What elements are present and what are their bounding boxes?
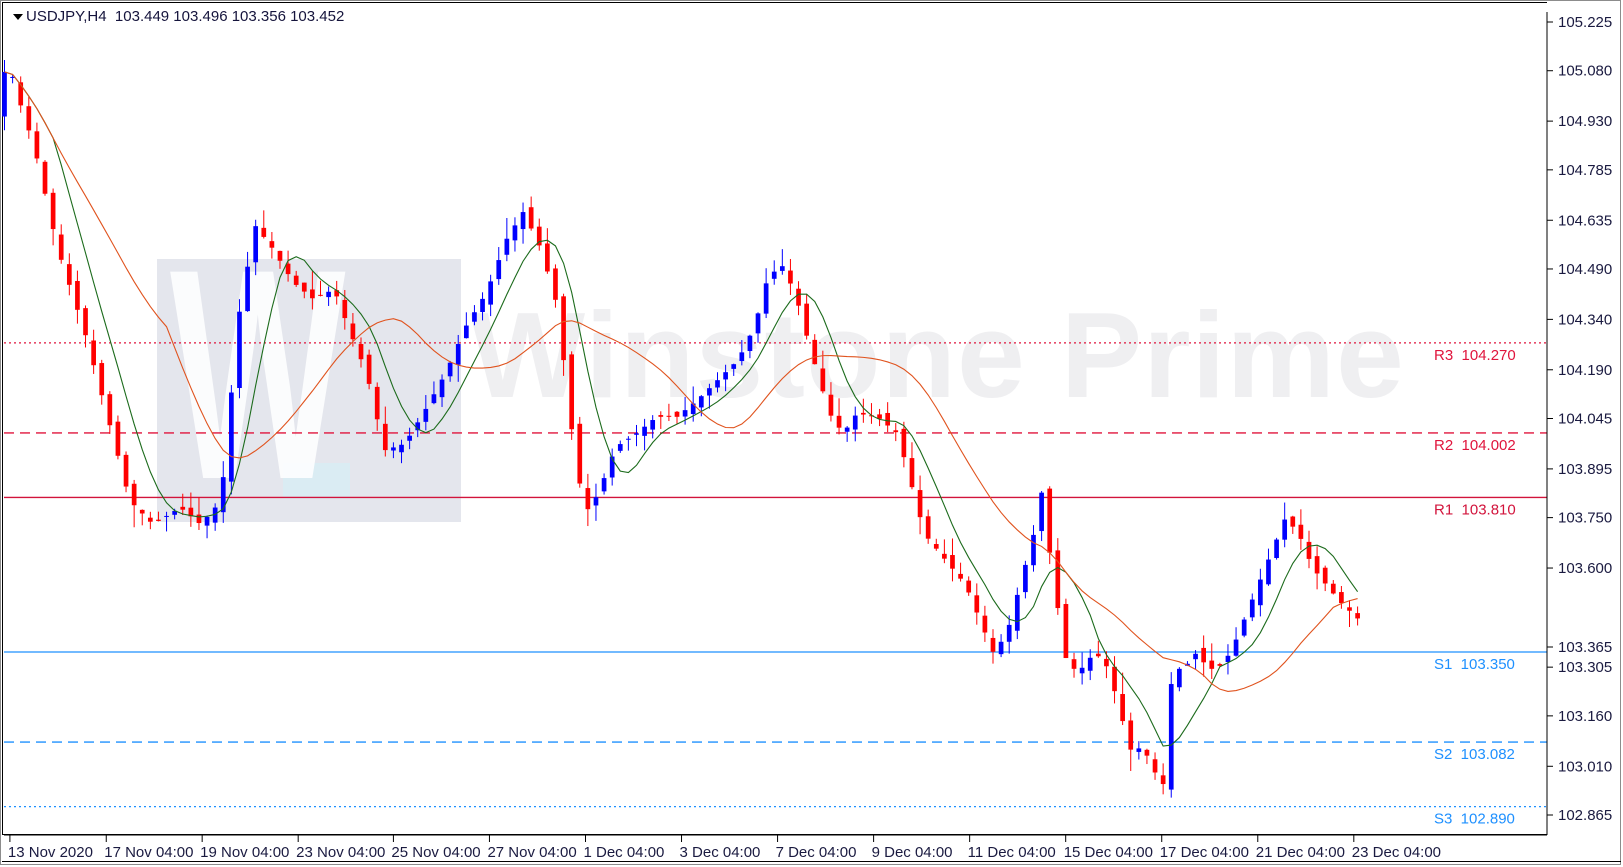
svg-text:3 Dec 04:00: 3 Dec 04:00 [680, 844, 761, 861]
svg-text:105.080: 105.080 [1558, 63, 1612, 80]
svg-text:13 Nov 2020: 13 Nov 2020 [8, 844, 93, 861]
svg-text:19 Nov 04:00: 19 Nov 04:00 [200, 844, 289, 861]
svg-text:R2 104.002: R2 104.002 [1434, 437, 1516, 454]
svg-text:102.865: 102.865 [1558, 807, 1612, 824]
svg-text:17 Dec 04:00: 17 Dec 04:00 [1160, 844, 1249, 861]
svg-text:R1 103.810: R1 103.810 [1434, 501, 1516, 518]
svg-text:103.750: 103.750 [1558, 510, 1612, 527]
svg-text:103.365: 103.365 [1558, 639, 1612, 656]
svg-text:S1 103.350: S1 103.350 [1434, 656, 1515, 673]
svg-text:21 Dec 04:00: 21 Dec 04:00 [1256, 844, 1345, 861]
svg-text:104.930: 104.930 [1558, 113, 1612, 130]
svg-text:9 Dec 04:00: 9 Dec 04:00 [872, 844, 953, 861]
svg-text:103.010: 103.010 [1558, 758, 1612, 775]
svg-text:104.490: 104.490 [1558, 261, 1612, 278]
svg-text:23 Dec 04:00: 23 Dec 04:00 [1352, 844, 1441, 861]
svg-text:11 Dec 04:00: 11 Dec 04:00 [968, 844, 1056, 861]
svg-text:7 Dec 04:00: 7 Dec 04:00 [776, 844, 857, 861]
svg-text:103.600: 103.600 [1558, 560, 1612, 577]
svg-text:103.160: 103.160 [1558, 708, 1612, 725]
svg-text:103.895: 103.895 [1558, 461, 1612, 478]
svg-text:104.635: 104.635 [1558, 212, 1612, 229]
svg-text:R3 104.270: R3 104.270 [1434, 347, 1516, 364]
svg-text:17 Nov 04:00: 17 Nov 04:00 [104, 844, 193, 861]
svg-text:S3 102.890: S3 102.890 [1434, 811, 1515, 828]
svg-text:25 Nov 04:00: 25 Nov 04:00 [391, 844, 480, 861]
svg-text:105.225: 105.225 [1558, 14, 1612, 31]
svg-text:104.190: 104.190 [1558, 362, 1612, 379]
svg-text:S2 103.082: S2 103.082 [1434, 746, 1515, 763]
svg-text:103.305: 103.305 [1558, 659, 1612, 676]
svg-text:104.785: 104.785 [1558, 162, 1612, 179]
svg-text:27 Nov 04:00: 27 Nov 04:00 [487, 844, 576, 861]
svg-text:104.045: 104.045 [1558, 411, 1612, 428]
svg-text:1 Dec 04:00: 1 Dec 04:00 [583, 844, 664, 861]
svg-text:23 Nov 04:00: 23 Nov 04:00 [296, 844, 385, 861]
svg-text:15 Dec 04:00: 15 Dec 04:00 [1064, 844, 1153, 861]
svg-text:104.340: 104.340 [1558, 311, 1612, 328]
